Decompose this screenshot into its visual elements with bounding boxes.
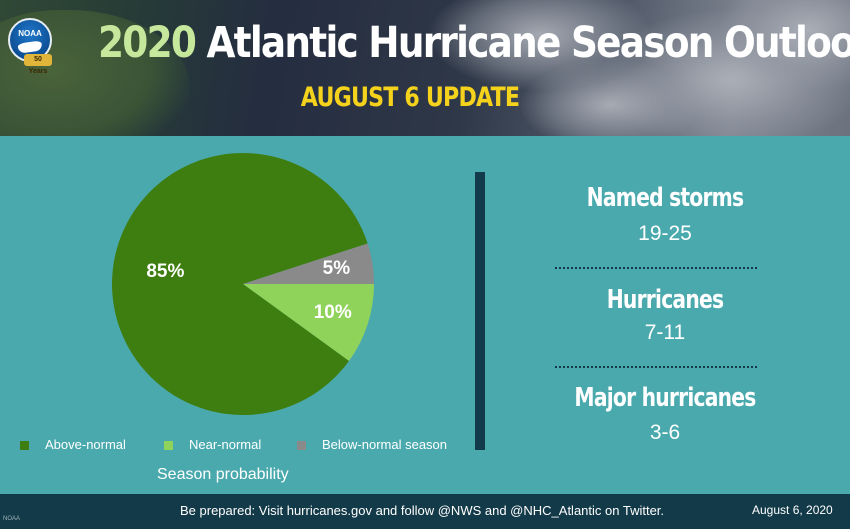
stat-divider bbox=[555, 366, 757, 368]
title-year: 2020 bbox=[98, 18, 197, 68]
slice-below-normal bbox=[243, 243, 374, 284]
bird-icon bbox=[17, 40, 43, 54]
slice-above-normal bbox=[112, 152, 368, 415]
satellite-banner: NOAA 50 Years 2020 Atlantic Hurricane Se… bbox=[0, 0, 850, 136]
pie-legend: Above-normal Near-normal Below-normal seas… bbox=[0, 436, 480, 456]
footer-date: August 6, 2020 bbox=[752, 503, 833, 517]
title-text: Atlantic Hurricane Season Outlook bbox=[206, 18, 850, 68]
legend-swatch bbox=[297, 441, 306, 450]
legend-label: Below-normal season bbox=[322, 437, 448, 452]
label-near-normal: 10% bbox=[313, 302, 352, 324]
legend-label: Near-normal bbox=[189, 437, 262, 452]
logo-text: NOAA bbox=[18, 29, 42, 38]
vertical-divider bbox=[475, 172, 485, 450]
season-probability-pie bbox=[112, 152, 374, 415]
footer-message: Be prepared: Visit hurricanes.gov and fo… bbox=[180, 503, 665, 518]
stat-value-named-storms: 19-25 bbox=[638, 222, 692, 245]
banner-shade bbox=[0, 0, 850, 136]
page-title: 2020 Atlantic Hurricane Season Outlook bbox=[98, 12, 850, 74]
label-below-normal: 5% bbox=[322, 258, 351, 280]
image-credit: NOAA bbox=[3, 516, 21, 522]
stat-value-hurricanes: 7-11 bbox=[644, 321, 686, 344]
chart-caption: Season probability bbox=[157, 466, 289, 483]
label-above-normal: 85% bbox=[146, 260, 185, 282]
page-subtitle: AUGUST 6 UPDATE bbox=[300, 82, 520, 113]
stat-label-hurricanes: Hurricanes bbox=[606, 285, 724, 315]
slice-near-normal bbox=[243, 284, 374, 361]
years-badge: 50 Years bbox=[24, 54, 52, 75]
stat-label-major-hurricanes: Major hurricanes bbox=[574, 383, 756, 413]
legend-swatch bbox=[164, 441, 173, 450]
stat-divider bbox=[555, 267, 757, 269]
legend-label: Above-normal bbox=[45, 437, 126, 452]
footer-bar: Be prepared: Visit hurricanes.gov and fo… bbox=[0, 494, 850, 529]
legend-swatch bbox=[20, 441, 29, 450]
stat-value-major-hurricanes: 3-6 bbox=[649, 421, 681, 444]
cloud bbox=[520, 60, 700, 136]
stat-label-named-storms: Named storms bbox=[586, 183, 744, 213]
